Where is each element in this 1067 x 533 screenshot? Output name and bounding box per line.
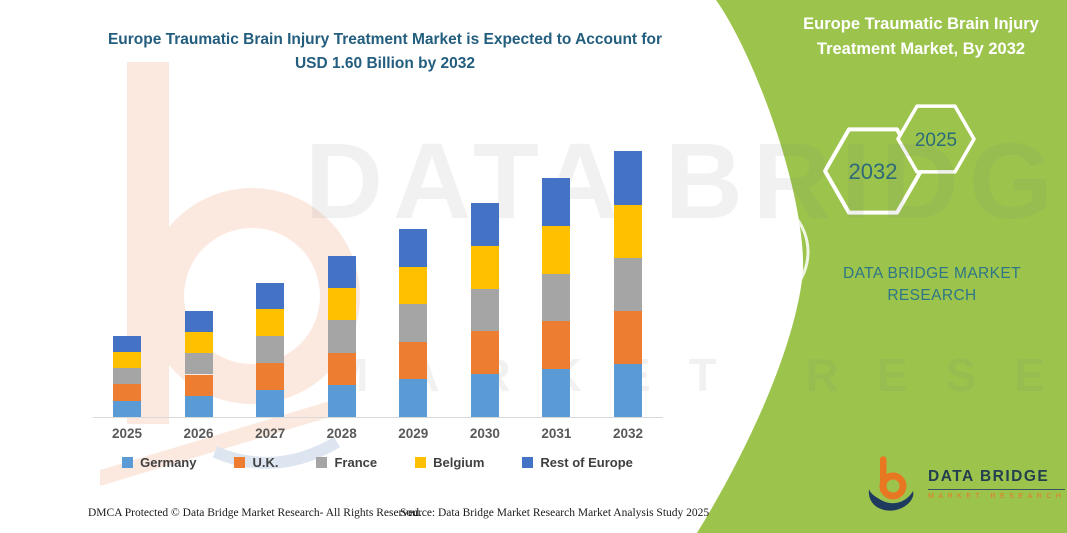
bar-segment-belgium-2026	[184, 332, 213, 354]
bar-segment-germany-2029	[399, 379, 428, 417]
x-axis-label-2030: 2030	[469, 426, 500, 441]
bar-segment-germany-2030	[470, 374, 499, 417]
bar-segment-rest-of-europe-2029	[399, 229, 428, 267]
bar-segment-france-2027	[256, 336, 285, 364]
legend-swatch-icon	[234, 457, 246, 468]
bar-segment-rest-of-europe-2025	[113, 335, 141, 352]
bar-segment-france-2025	[113, 368, 141, 385]
hexagon-2032-label: 2032	[849, 159, 898, 184]
bar-segment-u-k--2027	[256, 363, 285, 391]
legend-swatch-icon	[415, 457, 427, 468]
bar-segment-germany-2025	[113, 400, 141, 417]
dmca-copyright-text: DMCA Protected © Data Bridge Market Rese…	[88, 507, 422, 519]
bar-segment-france-2031	[542, 273, 571, 322]
legend-label: U.K.	[252, 455, 279, 470]
bar-segment-belgium-2032	[613, 204, 642, 258]
legend-label: Rest of Europe	[540, 455, 633, 470]
legend-label: Belgium	[433, 455, 485, 470]
bar-segment-u-k--2032	[613, 310, 642, 364]
legend-label: France	[334, 455, 378, 470]
bar-segment-belgium-2029	[399, 266, 428, 305]
hexagon-2025-label: 2025	[915, 130, 957, 151]
bar-segment-u-k--2025	[113, 384, 141, 401]
legend-swatch-icon	[122, 457, 134, 468]
brand-name-text: DATA BRIDGE MARKET RESEARCH	[842, 265, 1021, 305]
bar-segment-france-2029	[399, 304, 428, 342]
bar-segment-rest-of-europe-2031	[542, 177, 571, 226]
x-axis-label-2026: 2026	[183, 426, 214, 441]
data-bridge-logo: DATA BRIDGE MARKET RESEARCH	[866, 453, 1066, 515]
bar-segment-u-k--2026	[184, 374, 213, 396]
hexagon-2032	[823, 127, 923, 215]
data-bridge-logo-icon	[866, 455, 918, 513]
bar-segment-rest-of-europe-2027	[256, 282, 285, 310]
bar-segment-france-2028	[327, 320, 356, 353]
chart-legend: Germany U.K. France Belgium Rest of Europe	[90, 455, 665, 470]
bar-segment-belgium-2030	[470, 245, 499, 289]
bar-segment-germany-2027	[256, 390, 285, 417]
bar-segment-rest-of-europe-2026	[184, 310, 213, 332]
x-axis-line	[93, 417, 663, 418]
side-panel-title: Europe Traumatic Brain Injury Treatment …	[803, 15, 1039, 58]
legend-swatch-icon	[522, 457, 534, 468]
bar-segment-germany-2031	[542, 369, 571, 417]
bar-segment-france-2032	[613, 257, 642, 311]
bar-segment-rest-of-europe-2030	[470, 202, 499, 246]
x-axis-label-2032: 2032	[612, 426, 643, 441]
legend-item-rest-of-europe: Rest of Europe	[522, 455, 633, 470]
x-axis-label-2027: 2027	[255, 426, 286, 441]
bar-segment-germany-2028	[327, 384, 356, 417]
legend-label: Germany	[140, 455, 197, 470]
hexagon-2025	[896, 104, 976, 174]
legend-item-germany: Germany	[122, 455, 196, 470]
bar-segment-belgium-2027	[256, 309, 285, 337]
legend-item-belgium: Belgium	[415, 455, 484, 470]
x-axis-label-2025: 2025	[111, 426, 143, 441]
bar-segment-belgium-2031	[542, 225, 571, 274]
logo-name-text: DATA BRIDGE	[928, 468, 1066, 490]
x-axis-label-2028: 2028	[326, 426, 357, 441]
bar-segment-germany-2026	[184, 395, 213, 417]
bar-segment-belgium-2025	[113, 351, 141, 369]
x-axis-label-2031: 2031	[541, 426, 572, 441]
legend-item-u-k-: U.K.	[234, 455, 278, 470]
bar-segment-u-k--2031	[542, 321, 571, 370]
bar-segment-germany-2032	[613, 363, 642, 417]
bar-segment-belgium-2028	[327, 288, 356, 321]
legend-item-france: France	[316, 455, 377, 470]
bar-segment-u-k--2028	[327, 352, 356, 385]
bar-segment-u-k--2029	[399, 341, 428, 380]
bar-segment-rest-of-europe-2032	[613, 151, 642, 205]
bar-segment-france-2026	[184, 353, 213, 375]
bar-segment-u-k--2030	[470, 331, 499, 375]
x-axis-label-2029: 2029	[398, 426, 429, 441]
watermark-data-bridge: DATA BRIDGE	[305, 120, 1067, 241]
bar-segment-france-2030	[470, 288, 499, 332]
watermark-market-research: MARKET RESEARCH	[330, 349, 1067, 401]
legend-swatch-icon	[316, 457, 328, 468]
chart-title: Europe Traumatic Brain Injury Treatment …	[107, 31, 663, 73]
source-text: Source: Data Bridge Market Research Mark…	[400, 507, 710, 519]
logo-subtext: MARKET RESEARCH	[928, 493, 1066, 500]
bar-segment-rest-of-europe-2028	[327, 255, 356, 289]
